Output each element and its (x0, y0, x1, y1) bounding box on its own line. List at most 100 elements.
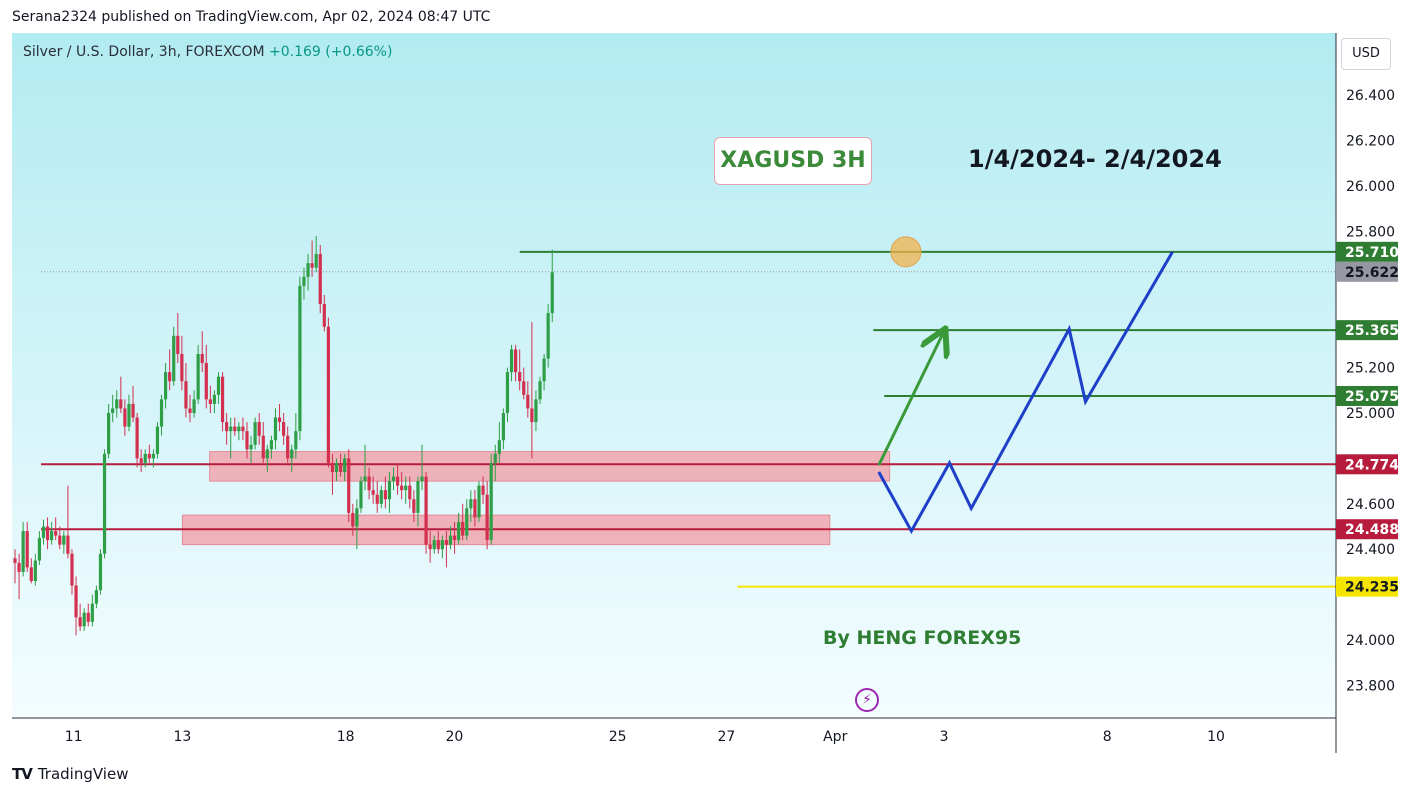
candle-body (249, 444, 253, 450)
support-zone[interactable] (209, 451, 891, 482)
tradingview-logo-icon[interactable]: TV (12, 765, 33, 783)
footer: TV TradingView (12, 765, 128, 783)
candle-body (253, 422, 257, 445)
candle-body (457, 521, 461, 541)
candle-body (261, 435, 265, 459)
candle-body (322, 304, 326, 327)
candle-body (302, 276, 306, 286)
x-tick-label: 11 (65, 729, 83, 745)
candle-body (184, 381, 188, 409)
candle-body (469, 499, 473, 509)
candle-body (351, 512, 355, 527)
candle-body (485, 494, 489, 541)
price-label-box (1336, 385, 1398, 406)
footer-brand[interactable]: TradingView (37, 765, 129, 783)
candle-body (465, 508, 469, 536)
candle-body (286, 435, 290, 459)
candle-body (387, 481, 392, 500)
price-label-text: 25.365 (1345, 323, 1399, 339)
candle-body (163, 372, 168, 400)
price-change: +0.169 (+0.66%) (269, 44, 393, 60)
candle-body (444, 540, 449, 545)
plot-background (12, 33, 1336, 718)
candle-body (237, 426, 241, 432)
candle-body (74, 585, 78, 618)
candle-body (111, 408, 115, 413)
currency-button[interactable]: USD (1341, 38, 1391, 70)
candle-body (522, 381, 526, 395)
candle-body (339, 462, 343, 473)
price-label-box (1336, 261, 1398, 282)
forecast-arrow[interactable] (877, 331, 944, 466)
date-range-text[interactable]: 1/4/2024- 2/4/2024 (968, 145, 1222, 173)
candle-body (90, 603, 94, 622)
candle-body (371, 490, 375, 495)
candle-body (127, 403, 131, 427)
candle-body (229, 426, 233, 432)
candle-body (404, 485, 408, 491)
candle-body (102, 453, 107, 554)
candle-body (473, 499, 477, 518)
price-label-text: 25.075 (1345, 389, 1399, 405)
x-tick-label: 20 (446, 729, 464, 745)
candle-body (489, 462, 493, 541)
candle-body (440, 540, 444, 550)
candle-body (424, 476, 428, 545)
price-label-box (1336, 241, 1398, 262)
candle-body (13, 558, 17, 563)
author-text[interactable]: By HENG FOREX95 (823, 627, 1022, 649)
candle-body (139, 458, 143, 463)
y-tick-label: 26.000 (1346, 179, 1395, 195)
candle-body (310, 263, 314, 268)
candle-body (412, 499, 416, 513)
candle-body (257, 422, 261, 436)
lightning-icon[interactable]: ⚡ (855, 688, 879, 712)
candle-body (269, 440, 274, 450)
y-tick-label: 24.400 (1346, 542, 1395, 558)
candle-body (208, 399, 212, 404)
y-tick-label: 23.800 (1346, 678, 1395, 694)
candle-body (290, 449, 294, 459)
candle-body (212, 394, 217, 404)
candle-body (477, 485, 481, 518)
publish-info: Serana2324 published on TradingView.com,… (12, 9, 491, 25)
candle-body (155, 426, 160, 454)
candle-body (98, 553, 103, 591)
candle-body (119, 399, 123, 409)
candle-body (314, 254, 318, 268)
price-chart[interactable]: 23.800 24.000 24.400 24.600 25.000 25.200 25.8… (12, 33, 1404, 753)
candle-body (355, 508, 359, 527)
candle-body (200, 353, 204, 364)
y-tick-label: 24.600 (1346, 497, 1395, 513)
candle-body (461, 521, 465, 536)
candle-body (509, 349, 514, 373)
candle-body (432, 540, 436, 550)
candle-body (17, 562, 21, 572)
candle-body (481, 485, 485, 495)
candle-body (58, 535, 62, 545)
candle-body (25, 531, 29, 568)
candle-body (546, 313, 550, 359)
y-tick-label: 25.000 (1346, 406, 1395, 422)
candle-body (86, 612, 90, 622)
x-tick-label: Apr (823, 729, 847, 745)
x-tick-label: 25 (609, 729, 627, 745)
candle-body (306, 263, 310, 277)
candle-body (298, 285, 302, 432)
candle-body (265, 449, 269, 459)
candle-body (294, 431, 298, 450)
candle-body (383, 490, 387, 500)
price-marker-circle[interactable] (890, 236, 922, 268)
candle-body (391, 476, 396, 482)
x-tick-label: 3 (940, 729, 949, 745)
candle-body (395, 476, 400, 486)
chart-annotation-title[interactable]: XAGUSD 3H (714, 137, 872, 185)
y-tick-label: 26.400 (1346, 88, 1395, 104)
candle-body (188, 408, 192, 413)
candle-body (497, 440, 501, 454)
chart-area[interactable]: 23.800 24.000 24.400 24.600 25.000 25.200 25.8… (12, 33, 1404, 753)
price-label-box (1336, 519, 1398, 540)
candle-body (220, 376, 225, 423)
candle-body (273, 417, 278, 441)
forecast-path[interactable] (877, 251, 1174, 535)
